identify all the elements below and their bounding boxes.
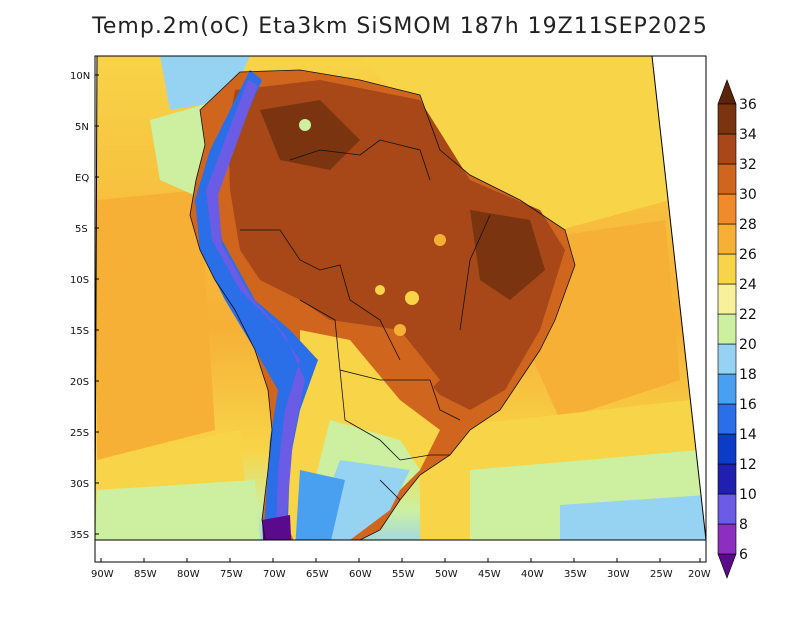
latitude-axis: 10N 5N EQ 5S 10S 15S 20S 25S 30S 35S	[70, 71, 99, 541]
lat-label: 35S	[70, 530, 89, 541]
lon-label: 55W	[392, 569, 415, 580]
lon-label: 35W	[564, 569, 587, 580]
lon-label: 85W	[134, 569, 157, 580]
lon-label: 40W	[521, 569, 544, 580]
colorbar-label: 32	[739, 157, 757, 173]
colorbar-segment	[717, 163, 737, 195]
lat-label: 25S	[70, 428, 89, 439]
lon-label: 30W	[607, 569, 630, 580]
colorbar-segment	[717, 103, 737, 135]
lat-label: 15S	[70, 326, 89, 337]
colorbar-segment	[717, 253, 737, 285]
colorbar-label: 26	[739, 247, 757, 263]
colorbar-segment	[717, 193, 737, 225]
colorbar-label: 34	[739, 127, 757, 143]
colorbar-cap-top	[717, 79, 737, 105]
lon-label: 60W	[349, 569, 372, 580]
colorbar-label: 18	[739, 367, 757, 383]
colorbar-label: 8	[739, 517, 748, 533]
lon-label: 20W	[688, 569, 711, 580]
lon-label: 70W	[263, 569, 286, 580]
lon-label: 65W	[306, 569, 329, 580]
lon-label: 90W	[91, 569, 114, 580]
colorbar-segment	[717, 463, 737, 495]
colorbar-segment	[717, 403, 737, 435]
colorbar-segment	[717, 223, 737, 255]
country-borders	[189, 69, 576, 540]
colorbar-segment	[717, 493, 737, 525]
colorbar-label: 36	[739, 97, 757, 113]
lon-label: 80W	[177, 569, 200, 580]
colorbar-segment	[717, 313, 737, 345]
colorbar-label: 6	[739, 547, 748, 563]
colorbar-label: 20	[739, 337, 757, 353]
longitude-axis: 90W 85W 80W 75W 70W 65W 60W 55W 50W 45W …	[91, 558, 711, 580]
lat-label: 20S	[70, 377, 89, 388]
colorbar-segment	[717, 373, 737, 405]
colorbar-label: 30	[739, 187, 757, 203]
temperature-field	[95, 56, 706, 540]
colorbar-segment	[717, 283, 737, 315]
colorbar-label: 22	[739, 307, 757, 323]
colorbar-segment	[717, 343, 737, 375]
lat-label: 10N	[70, 71, 90, 82]
colorbar-label: 16	[739, 397, 757, 413]
colorbar-label: 10	[739, 487, 757, 503]
colorbar-label: 14	[739, 427, 757, 443]
lon-label: 45W	[478, 569, 501, 580]
lat-label: 10S	[70, 275, 89, 286]
lat-label: 5N	[75, 122, 89, 133]
lon-label: 25W	[650, 569, 673, 580]
lon-label: 75W	[220, 569, 243, 580]
lon-label: 50W	[435, 569, 458, 580]
colorbar-cap-bottom	[717, 553, 737, 579]
axes-box	[94, 55, 707, 563]
lat-label: 30S	[70, 479, 89, 490]
colorbar-label: 24	[739, 277, 757, 293]
lat-label: 5S	[75, 224, 88, 235]
colorbar-label: 28	[739, 217, 757, 233]
colorbar-segment	[717, 433, 737, 465]
colorbar-label: 12	[739, 457, 757, 473]
colorbar-segment	[717, 133, 737, 165]
map-title: Temp.2m(oC) Eta3km SiSMOM 187h 19Z11SEP2…	[92, 14, 708, 39]
colorbar: 6 8 10 12 14 16 18 20 22 24 26 28 30 32 34 36	[717, 79, 757, 579]
colorbar-segment	[717, 523, 737, 555]
lat-label: EQ	[75, 173, 89, 184]
